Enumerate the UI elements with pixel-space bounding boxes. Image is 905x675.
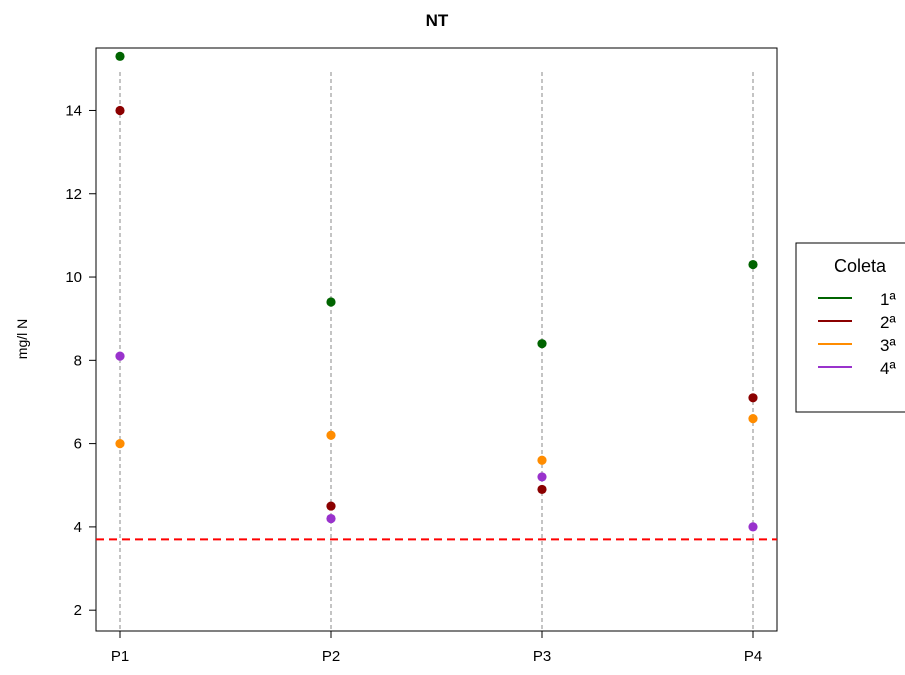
y-tick-label: 2: [74, 602, 82, 619]
y-axis: 2 4 6 8 10 12 14: [65, 102, 96, 619]
x-axis: P1 P2 P3 P4: [111, 631, 762, 665]
legend-label-1: 1ª: [880, 290, 896, 309]
data-point-series2-p2: [326, 501, 336, 511]
y-tick-label: 10: [65, 269, 82, 286]
data-point-series1-p4: [748, 259, 758, 270]
legend: Coleta 1ª 2ª 3ª 4ª: [795, 242, 905, 413]
x-tick-label: P1: [111, 648, 129, 665]
data-point-series2-p1: [115, 105, 125, 116]
legend-label-3: 3ª: [880, 336, 896, 355]
y-tick-label: 14: [65, 102, 82, 119]
data-points: [115, 51, 758, 532]
legend-title: Coleta: [834, 256, 887, 276]
data-point-series3-p1: [115, 439, 125, 449]
chart-title: NT: [426, 11, 449, 30]
data-point-series4-p1: [115, 351, 125, 361]
data-point-series2-p4: [748, 393, 758, 403]
data-point-series3-p4: [748, 414, 758, 424]
y-axis-label: mg/l N: [14, 319, 30, 359]
vertical-guides: [119, 72, 754, 631]
data-point-series1-p1: [115, 51, 125, 61]
x-tick-label: P4: [744, 648, 762, 665]
legend-label-2: 2ª: [880, 313, 896, 332]
data-point-series1-p2: [326, 297, 336, 307]
data-point-series2-p3: [537, 484, 547, 495]
legend-label-4: 4ª: [880, 359, 896, 378]
y-tick-label: 4: [74, 519, 82, 536]
y-tick-label: 8: [74, 352, 82, 369]
legend-box: [795, 242, 905, 413]
data-point-series4-p3: [537, 472, 547, 482]
x-tick-label: P3: [533, 648, 551, 665]
data-point-series3-p2: [326, 430, 336, 440]
y-tick-label: 6: [74, 436, 82, 453]
x-tick-label: P2: [322, 648, 340, 665]
plot-area: [95, 47, 778, 632]
y-tick-label: 12: [65, 186, 82, 203]
data-point-series3-p3: [537, 455, 547, 465]
data-point-series1-p3: [537, 339, 547, 349]
data-point-series4-p4: [748, 522, 758, 532]
data-point-series4-p2: [326, 513, 336, 524]
